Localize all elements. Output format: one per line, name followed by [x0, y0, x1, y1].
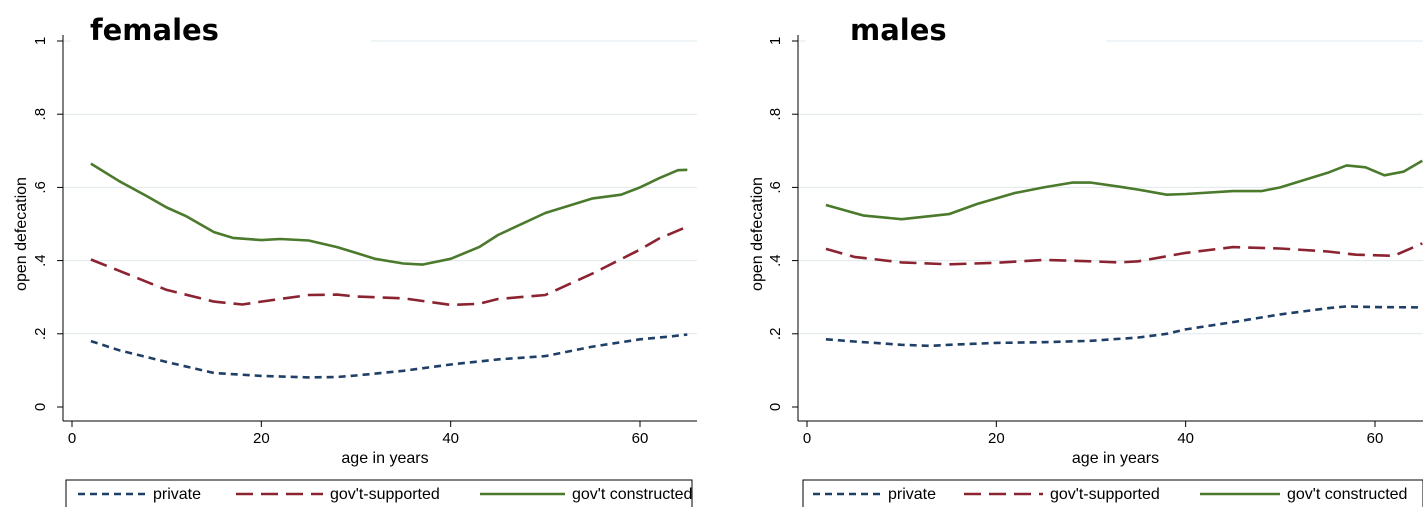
x-tick-label: 0	[68, 430, 76, 447]
legend-box	[65, 479, 693, 507]
legend-label: private	[153, 486, 201, 503]
series-line-0	[90, 333, 688, 379]
y-tick-label: .6	[767, 181, 784, 194]
y-axis-title: open defecation	[13, 177, 30, 291]
legend-label: private	[888, 486, 936, 503]
panel-title: males	[850, 13, 947, 47]
y-tick-label: 0	[32, 403, 49, 411]
y-tick-label: .6	[32, 181, 49, 194]
x-axis-title: age in years	[341, 450, 428, 467]
series-line-2	[825, 159, 1423, 221]
y-tick-label: .2	[767, 328, 784, 341]
legend-label: gov't-supported	[330, 486, 440, 503]
legend-box	[802, 479, 1423, 507]
title-background	[806, 10, 1106, 44]
y-tick-label: .8	[32, 108, 49, 121]
x-tick-label: 40	[1177, 430, 1194, 447]
y-tick-label: 1	[32, 37, 49, 45]
y-tick-label: 1	[767, 37, 784, 45]
y-tick-label: .4	[32, 254, 49, 267]
legend-label: gov't constructed	[572, 486, 692, 503]
x-tick-label: 60	[632, 430, 649, 447]
x-tick-label: 0	[803, 430, 811, 447]
panel-title: females	[90, 13, 219, 47]
chart-panel-females: females 0 .2 .4 .6 .8 1 0 20 40 60 open defecation a…	[13, 10, 697, 507]
x-tick-label: 20	[988, 430, 1005, 447]
x-tick-label: 40	[442, 430, 459, 447]
x-tick-label: 20	[253, 430, 270, 447]
series-line-0	[825, 305, 1423, 348]
y-tick-label: .8	[767, 108, 784, 121]
y-tick-label: 0	[767, 403, 784, 411]
title-background	[71, 10, 371, 44]
x-axis-title: age in years	[1072, 450, 1159, 467]
legend-label: gov't constructed	[1287, 486, 1407, 503]
y-tick-label: .4	[767, 254, 784, 267]
legend-label: gov't-supported	[1050, 486, 1160, 503]
series-line-1	[90, 225, 688, 307]
x-tick-label: 60	[1367, 430, 1384, 447]
series-line-1	[825, 242, 1423, 266]
chart-panel-males: males 0 .2 .4 .6 .8 1 0 20 40 60 open defecation age…	[749, 10, 1423, 507]
y-tick-label: .2	[32, 328, 49, 341]
y-axis-title: open defecation	[749, 177, 766, 291]
series-line-2	[90, 162, 688, 266]
